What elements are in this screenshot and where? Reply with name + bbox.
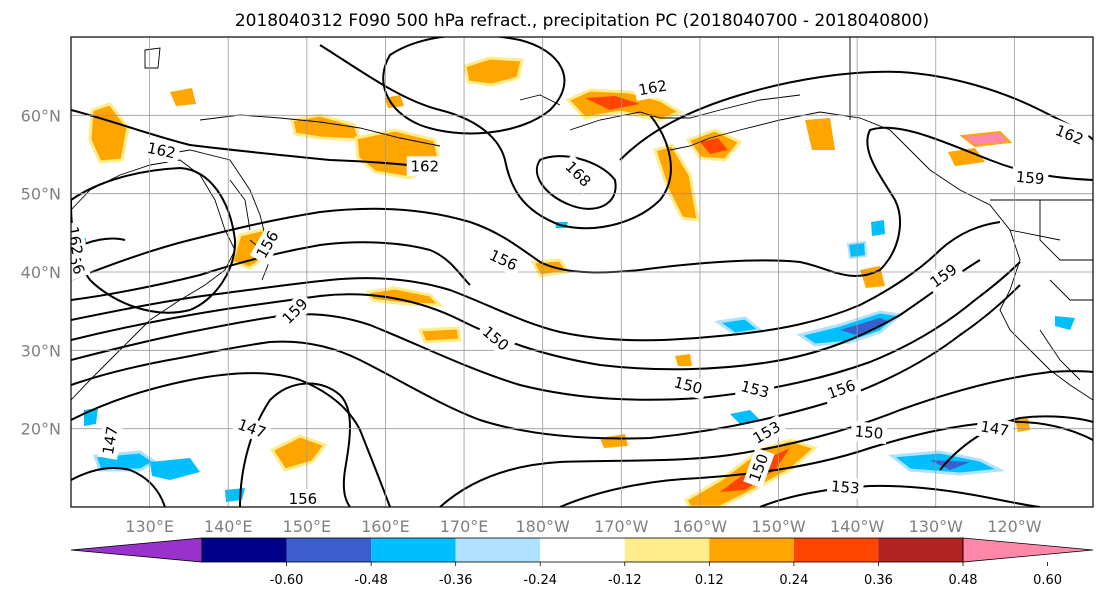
colorbar-tick-label-8: 0.48 [949,573,978,588]
contour-label-bg-7 [482,243,524,277]
contour-label-0: 162 [146,139,178,163]
lon-label-10: 130°W [909,517,964,536]
colorbar-tick-label-1: -0.48 [354,573,388,588]
lon-label-0: 130°E [125,517,174,536]
lon-label-6: 170°W [594,517,649,536]
contour-label-bg-22 [97,420,124,460]
contour-label-bg-16 [850,421,888,445]
colorbar-segment-5 [624,538,710,562]
colorbar-segment-1 [286,538,372,562]
lon-label-9: 140°W [830,517,885,536]
contour-label-bg-6 [249,223,286,266]
contour-label-5: 159 [1015,168,1045,188]
latitude-labels: 20°N 30°N 40°N 50°N 60°N [21,106,61,438]
colorbar-segment-2 [371,538,456,562]
contour-label-bg-20 [231,413,273,445]
colorbar-segment-6 [709,538,794,562]
figure-title: 2018040312 F090 500 hPa refract., precip… [235,11,929,31]
colorbar-tick-label-3: -0.24 [523,573,557,588]
lon-label-2: 150°E [283,517,332,536]
colorbar-tick-label-7: 0.36 [864,573,893,588]
contour-label-bg-17 [975,415,1015,442]
contour-label-bg-15 [746,414,788,451]
contour-label-16: 150 [854,422,884,442]
lon-label-5: 180°W [516,517,571,536]
contour-label-bg-13 [734,375,775,404]
gridlines [71,37,1093,507]
contour-label-bg-10 [923,257,965,295]
contour-label-19: 153 [830,477,860,497]
colorbar-tick-label-2: -0.36 [439,573,473,588]
height-contours [71,37,1093,507]
contour-label-17: 147 [979,417,1010,440]
lon-label-4: 170°E [440,517,489,536]
colorbar: -0.60 -0.48 -0.36 -0.24 -0.12 0.12 0.24 0.36 0.4… [70,537,1094,588]
contour-label-bg-8 [275,291,315,331]
lon-label-11: 120°W [987,517,1042,536]
contour-label-bg-11 [71,239,91,281]
colorbar-tick-label-5: 0.12 [695,573,724,588]
contour-label-bg-1 [406,156,443,177]
colorbar-segment-4 [540,538,625,562]
contour-label-3: 162 [637,77,668,100]
colorbar-tick-label-6: 0.24 [779,573,808,588]
colorbar-segment-8 [878,538,963,562]
lon-label-8: 150°W [751,517,806,536]
lon-label-1: 140°E [204,517,253,536]
colorbar-tick-label-9: 0.60 [1033,573,1062,588]
lon-label-3: 160°E [361,517,410,536]
lat-label-3: 50°N [21,185,61,204]
map-frame [70,36,1094,508]
contour-label-bg-2 [558,154,598,194]
colorbar-tick-label-4: -0.12 [608,573,642,588]
lat-label-0: 20°N [21,420,61,439]
contour-label-bg-9 [475,319,516,358]
longitude-labels: 130°E 140°E 150°E 160°E 170°E 180°W 170°W 160°W… [125,517,1041,536]
contour-label-21: 156 [289,490,318,508]
colorbar-segment-0 [202,538,287,562]
colorbar-extend-high [962,537,1094,563]
contour-label-bg-14 [821,373,862,406]
contour-label-bg-12 [668,371,709,400]
colorbar-frame [201,537,964,563]
lat-label-2: 40°N [21,263,61,282]
contour-label-bg-5 [1011,166,1049,190]
contour-label-bg-19 [826,475,865,499]
contour-label-bg-4 [1048,118,1090,151]
lat-label-4: 60°N [21,106,61,125]
contour-label-bg-21 [284,489,321,507]
lon-label-7: 160°W [673,517,728,536]
colorbar-segment-7 [793,538,879,562]
colorbar-segment-3 [455,538,541,562]
contour-label-bg-3 [633,74,673,101]
contour-label-bg-23 [71,221,88,261]
contour-label-23: 162 [64,225,87,256]
colorbar-tick-label-0: -0.60 [270,573,304,588]
colorbar-extend-low [70,537,203,563]
contour-label-1: 162 [410,157,439,175]
contour-label-bg-18 [743,447,775,489]
lat-label-1: 30°N [21,341,61,360]
contour-label-22: 147 [99,425,122,456]
contour-label-bg-0 [141,137,182,165]
